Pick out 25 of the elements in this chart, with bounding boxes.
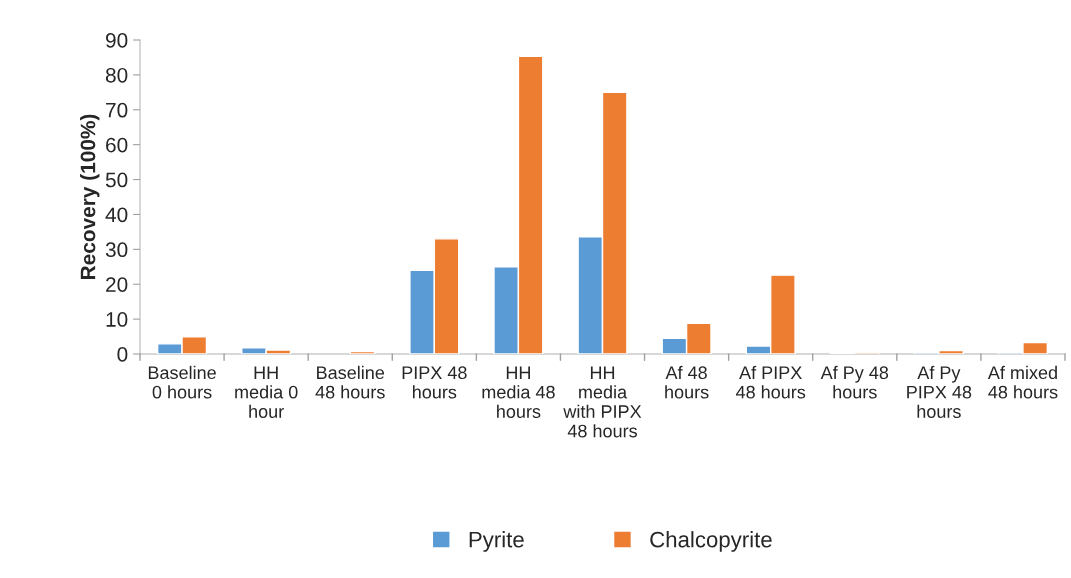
y-tick-label: 60	[106, 137, 128, 153]
y-tick-label: 40	[105, 207, 128, 223]
legend-label: Chalcopyrite	[650, 531, 772, 552]
x-tick-label: Af Py PIPX 48 hours	[907, 365, 972, 418]
y-tick-label: 70	[106, 102, 128, 118]
y-tick-label: 20	[106, 277, 128, 292]
y-axis-title: Recovery (100%)	[80, 114, 100, 279]
y-tick-label: 0	[117, 347, 128, 362]
y-tick-label: 10	[106, 312, 128, 327]
x-tick-label: PIPX 48 hours	[402, 366, 467, 399]
x-tick-label: HH media 48 hours	[482, 366, 555, 418]
x-tick-label: Af 48 hours	[665, 365, 709, 399]
y-tick-label: 90	[106, 33, 128, 48]
y-tick-label: 50	[105, 172, 128, 188]
x-tick-label: HH media 0 hour	[235, 366, 298, 418]
bar	[349, 350, 376, 354]
x-tick-label: Baseline 0 hours	[148, 365, 216, 399]
legend-label: Pyrite	[469, 531, 524, 552]
x-tick-label: Af PIPX 48 hours	[735, 365, 806, 399]
x-tick-label: HH media with PIPX 48 hours	[563, 366, 642, 438]
x-tick-label: Af mixed 48 hours	[987, 365, 1058, 399]
y-tick-label: 80	[105, 67, 128, 83]
y-tick-label: 30	[105, 242, 128, 258]
x-tick-label: Af Py 48 hours	[820, 365, 889, 399]
x-tick-label: Baseline 48 hours	[315, 365, 385, 399]
